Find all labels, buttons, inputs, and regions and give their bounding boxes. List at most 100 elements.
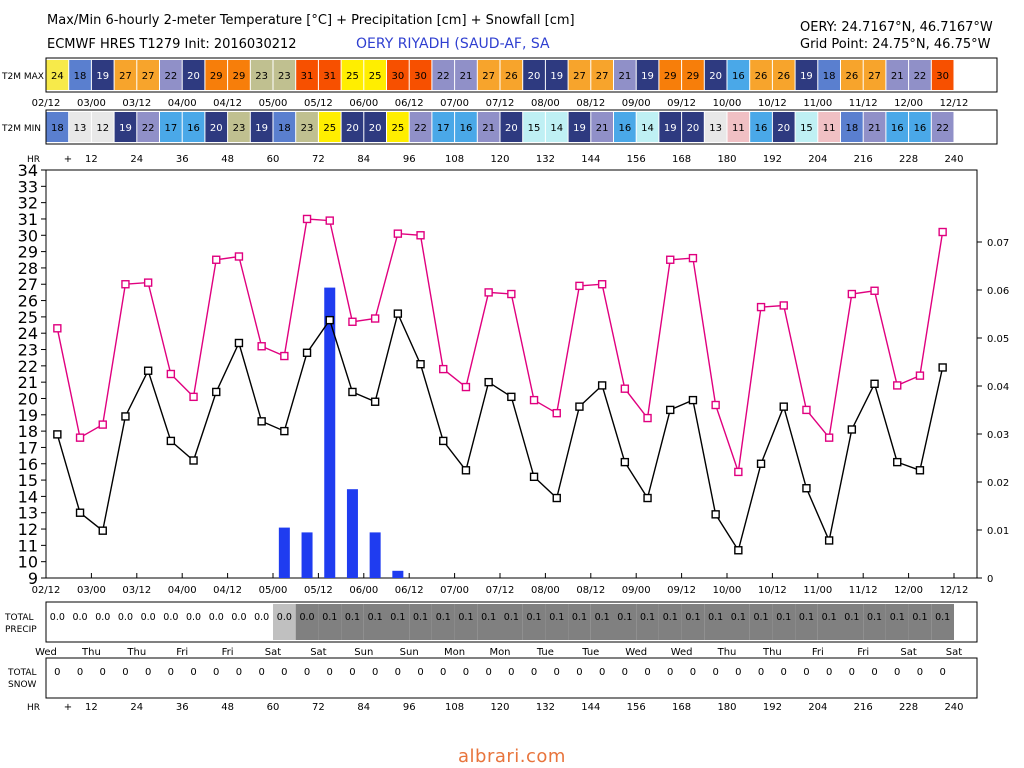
total-precip-panel: TOTAL PRECIP 0.0 0.0 0.0 0.0 0.0 0.0 0.0 0.0 0.0 0.…	[4, 601, 978, 658]
t2m-max-cell	[91, 60, 114, 90]
t2m-max-cell	[772, 60, 795, 90]
y-tick-label: 25	[18, 308, 38, 327]
max-temp-point	[348, 317, 357, 326]
day-label: Thu	[717, 647, 737, 658]
t2m-max-cell-value: 25	[369, 71, 382, 82]
t2m-max-cell-value: 30	[936, 71, 949, 82]
t2m-max-cell	[296, 60, 318, 90]
y-tick-label: 19	[18, 406, 38, 425]
total-snow-cell: 0	[417, 667, 423, 678]
total-precip-cell: 0.1	[595, 612, 610, 623]
total-precip-cell: 0.0	[209, 612, 224, 623]
min-temp-point	[370, 397, 380, 406]
hr-tick-label-bottom: 180	[717, 702, 736, 713]
min-temp-point	[824, 536, 834, 545]
total-snow-cell: 0	[599, 667, 605, 678]
max-temp-point	[666, 255, 675, 264]
max-temp-point	[280, 351, 289, 361]
t2m-min-cell	[613, 112, 636, 142]
t2m-min-cell-value: 11	[823, 123, 836, 134]
t2m-min-cell-value: 20	[505, 123, 518, 134]
t2m-max-cell	[545, 60, 568, 90]
total-snow-cell: 0	[803, 667, 809, 678]
max-temp-point	[212, 255, 221, 264]
t2m-max-cell	[568, 60, 591, 90]
hr-label: HR	[27, 155, 40, 165]
t2m-max-cell	[386, 60, 409, 90]
hr-tick-label: 36	[176, 154, 189, 165]
t2m-min-cell-value: 21	[868, 123, 881, 134]
total-precip-cell: 0.1	[458, 612, 473, 623]
max-temp-point	[779, 301, 788, 310]
t2m-min-cell	[863, 112, 886, 142]
total-precip-cell: 0.1	[390, 612, 405, 623]
t2m-min-cell-value: 16	[618, 123, 631, 134]
total-precip-cell: 0.0	[277, 612, 292, 623]
date-label: 05/12	[304, 98, 333, 109]
precip-tick-label: 0.05	[987, 334, 1009, 345]
t2m-min-cell-value: 14	[641, 123, 654, 134]
min-temp-point	[234, 338, 244, 348]
t2m-max-cell	[636, 60, 659, 90]
hr-tick-label: 180	[717, 154, 736, 165]
max-temp-point	[915, 371, 925, 380]
snow-frame	[45, 657, 978, 699]
t2m-min-cell	[296, 112, 318, 142]
total-snow-cell: 0	[440, 667, 446, 678]
min-temp-point	[121, 412, 130, 421]
y-tick-label: 11	[18, 536, 38, 555]
t2m-min-cell-value: 16	[755, 123, 768, 134]
max-temp-point	[870, 286, 879, 295]
date-label: 10/12	[758, 98, 787, 109]
t2m-min-cell-value: 19	[255, 123, 268, 134]
t2m-max-cell-value: 18	[823, 71, 836, 82]
max-temp-point	[711, 400, 720, 410]
precip-cell-bg	[590, 604, 614, 640]
date-label: 03/00	[77, 98, 106, 109]
t2m-min-cell	[727, 112, 750, 142]
min-temp-point	[98, 526, 107, 535]
total-snow-cell: 0	[576, 667, 582, 678]
day-label: Sat	[900, 647, 916, 658]
precip-cell-bg	[772, 604, 796, 640]
min-temp-point	[870, 379, 879, 388]
max-temp-point	[189, 392, 198, 402]
precip-cell-bg	[704, 604, 727, 640]
t2m-max-cell-value: 31	[301, 71, 314, 82]
date-label: 09/00	[622, 98, 651, 109]
date-label: 02/12	[32, 98, 61, 109]
day-label: Thu	[762, 647, 782, 658]
max-temp-point	[575, 281, 584, 291]
y-tick-label: 13	[18, 504, 38, 523]
max-temp-point	[893, 381, 902, 390]
t2m-min-cell-value: 20	[369, 123, 382, 134]
t2m-max-cell	[840, 60, 863, 90]
t2m-min-cell	[46, 112, 69, 142]
precip-cell-bg	[545, 604, 569, 640]
date-label: 10/00	[713, 98, 742, 109]
t2m-min-cell-value: 16	[891, 123, 904, 134]
t2m-max-cell	[114, 60, 137, 90]
hr-tick-label-bottom: 108	[445, 702, 464, 713]
t2m-min-cell	[432, 112, 455, 142]
total-precip-cell: 0.1	[890, 612, 905, 623]
total-snow-cell: 0	[781, 667, 787, 678]
t2m-min-cell	[682, 112, 704, 142]
total-precip-cell: 0.1	[822, 612, 837, 623]
x-tick-label: 03/12	[122, 585, 151, 596]
x-tick-label: 04/00	[168, 585, 197, 596]
t2m-min-cell	[114, 112, 137, 142]
hr-tick-label-bottom: 132	[536, 702, 555, 713]
t2m-max-cell-value: 29	[664, 71, 677, 82]
t2m-min-cell-value: 12	[96, 123, 109, 134]
max-temp-point	[53, 324, 62, 333]
y-tick-label: 28	[18, 259, 38, 278]
max-temp-point	[847, 289, 857, 299]
x-tick-label: 11/00	[803, 585, 832, 596]
total-snow-cell: 0	[735, 667, 741, 678]
y-tick-label: 31	[18, 210, 38, 229]
t2m-min-cell-value: 22	[142, 123, 155, 134]
precip-cell-bg	[817, 604, 841, 640]
min-temp-point	[461, 466, 471, 475]
t2m-min-cell	[273, 112, 296, 142]
